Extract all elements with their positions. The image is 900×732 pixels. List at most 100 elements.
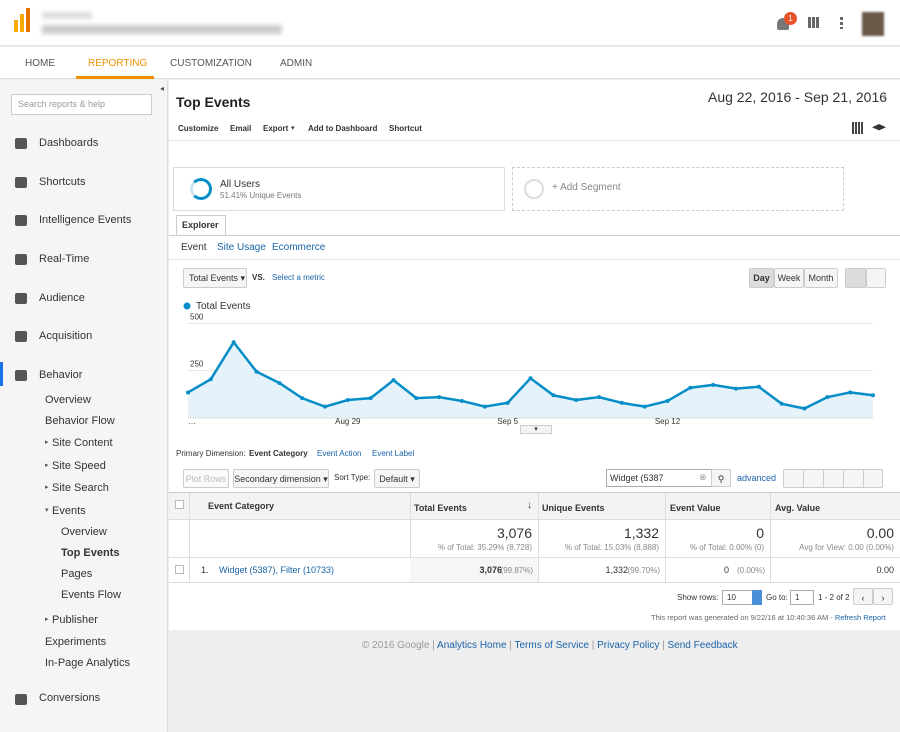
x-tick-label: …	[188, 417, 196, 426]
sidebar-icon	[15, 177, 27, 188]
top-bar	[0, 0, 900, 46]
sidebar-item[interactable]: Overview	[45, 394, 91, 406]
select-metric[interactable]: Select a metric	[272, 273, 325, 282]
footer-link[interactable]: Privacy Policy	[597, 640, 659, 651]
action[interactable]: Customize	[178, 124, 218, 133]
sidebar-item[interactable]: Events Flow	[61, 589, 121, 601]
column-header[interactable]: Event Category	[208, 501, 274, 511]
point	[369, 396, 373, 400]
sidebar-item[interactable]: Site Content	[52, 437, 113, 449]
footer-link[interactable]: Terms of Service	[514, 640, 588, 651]
notification-badge: 1	[784, 12, 797, 25]
checkbox[interactable]	[175, 565, 184, 574]
menu-icon[interactable]	[840, 17, 843, 29]
checkbox[interactable]	[175, 500, 184, 509]
sidebar-item[interactable]: Overview	[61, 526, 107, 538]
date-arrow[interactable]: ▾	[882, 92, 887, 103]
add-segment[interactable]: + Add Segment	[552, 182, 621, 193]
period-button[interactable]: Month	[804, 268, 838, 288]
qr-icon[interactable]	[852, 122, 864, 134]
metric-select[interactable]: Total Events ▾	[183, 268, 247, 288]
secondary-dimension[interactable]: Secondary dimension ▾	[233, 469, 329, 488]
point	[186, 390, 190, 394]
rows-value: 10	[727, 593, 736, 602]
point	[414, 396, 418, 400]
legend-dot	[184, 303, 191, 310]
sidebar-item[interactable]: In-Page Analytics	[45, 657, 130, 669]
collapse-arrow[interactable]: ◂	[160, 84, 168, 96]
show-rows-label: Show rows:	[677, 593, 718, 602]
sidebar-item[interactable]: Intelligence Events	[39, 214, 131, 226]
point	[711, 383, 715, 387]
action[interactable]: Add to Dashboard	[308, 124, 377, 133]
view-toggles[interactable]	[783, 469, 883, 488]
sidebar-item[interactable]: Shortcuts	[39, 176, 85, 188]
total-value: 1,332	[624, 525, 659, 541]
sidebar-item[interactable]: Top Events	[61, 547, 119, 559]
motion-chart-toggle[interactable]	[866, 268, 886, 288]
rows-spinner[interactable]	[752, 590, 762, 605]
nav-tab[interactable]: HOME	[25, 58, 55, 69]
sidebar-item[interactable]: Behavior Flow	[45, 415, 115, 427]
period-button[interactable]: Day	[749, 268, 774, 288]
sidebar-item[interactable]: Pages	[61, 568, 92, 580]
goto-label: Go to:	[766, 593, 788, 602]
cell-value: 3,076	[479, 565, 502, 575]
dimension-option[interactable]: Event Action	[317, 449, 361, 458]
refresh-link[interactable]: Refresh Report	[835, 613, 886, 622]
sidebar-item[interactable]: Conversions	[39, 692, 100, 704]
chart-resize[interactable]: ▾	[520, 425, 552, 434]
period-button[interactable]: Week	[774, 268, 804, 288]
sidebar-item[interactable]: Site Search	[52, 482, 109, 494]
subtab[interactable]: Site Usage	[217, 242, 266, 253]
action[interactable]: Export	[263, 124, 288, 133]
footer-link[interactable]: Send Feedback	[668, 640, 738, 651]
dimension-option[interactable]: Event Label	[372, 449, 414, 458]
prev-page[interactable]: ‹	[853, 588, 873, 605]
nav-tab[interactable]: CUSTOMIZATION	[170, 58, 252, 69]
date-range[interactable]: Aug 22, 2016 - Sep 21, 2016	[708, 89, 887, 105]
advanced-link[interactable]: advanced	[737, 473, 776, 483]
point	[666, 399, 670, 403]
sidebar-item[interactable]: Dashboards	[39, 137, 98, 149]
search-button[interactable]: ⚲	[711, 469, 731, 487]
sidebar-item[interactable]: Publisher	[52, 614, 98, 626]
column-header[interactable]: Total Events	[414, 503, 467, 513]
plot-rows[interactable]: Plot Rows	[183, 469, 229, 488]
col-divider	[770, 493, 771, 582]
column-header[interactable]: Unique Events	[542, 503, 605, 513]
apps-icon[interactable]	[808, 17, 819, 28]
point	[574, 398, 578, 402]
column-header[interactable]: Event Value	[670, 503, 721, 513]
sidebar-item[interactable]: Acquisition	[39, 330, 92, 342]
generated-text: This report was generated on 9/22/16 at …	[651, 613, 886, 622]
column-header[interactable]: Avg. Value	[775, 503, 820, 513]
cell-value: 0.00	[876, 565, 894, 575]
avatar[interactable]	[862, 12, 884, 36]
dimension-option[interactable]: Event Category	[249, 449, 308, 458]
sidebar-item[interactable]: Audience	[39, 292, 85, 304]
footer-link[interactable]: Analytics Home	[437, 640, 506, 651]
row-divider	[169, 582, 900, 583]
subtab[interactable]: Ecommerce	[272, 242, 325, 253]
point	[277, 381, 281, 385]
sidebar-item[interactable]: Experiments	[45, 636, 106, 648]
sidebar-item[interactable]: Site Speed	[52, 460, 106, 472]
row-label[interactable]: Widget (5387), Filter (10733)	[219, 565, 334, 575]
segment-detail: 51.41% Unique Events	[220, 191, 301, 200]
sidebar-item[interactable]: Real-Time	[39, 253, 89, 265]
subtab[interactable]: Event	[181, 242, 207, 253]
nav-tab[interactable]: REPORTING	[88, 58, 147, 69]
sidebar-item[interactable]: Events	[52, 505, 86, 517]
action[interactable]: Email	[230, 124, 251, 133]
clear-search[interactable]: ⊗	[699, 472, 707, 483]
sort-select[interactable]: Default ▾	[374, 469, 420, 488]
action[interactable]: Shortcut	[389, 124, 422, 133]
action-arrow: ▾	[291, 124, 295, 132]
line-chart-toggle[interactable]	[845, 268, 866, 288]
point	[437, 395, 441, 399]
nav-tab[interactable]: ADMIN	[280, 58, 312, 69]
sidebar-item[interactable]: Behavior	[39, 369, 82, 381]
next-page[interactable]: ›	[873, 588, 893, 605]
goto-input[interactable]: 1	[790, 590, 814, 605]
